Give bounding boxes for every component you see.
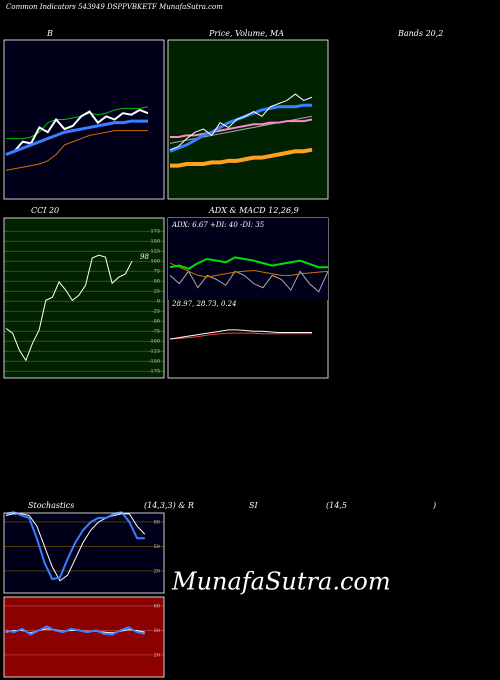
y-tick-label: 175 (150, 229, 160, 235)
series-line (169, 329, 312, 340)
y-tick-label: 50 (154, 279, 160, 285)
panel-label: Price, Volume, MA (208, 29, 284, 38)
y-tick-label: 0 (157, 299, 160, 305)
panel-label: SI (249, 501, 258, 510)
y-tick-label: 50 (154, 628, 160, 634)
y-tick-label: 20 (154, 568, 160, 574)
panel-label: Stochastics (28, 501, 74, 510)
y-tick-label: 75 (154, 269, 160, 275)
annotation: ADX: 6.67 +DI: 40 -DI: 35 (171, 221, 265, 229)
value-label: 98 (140, 253, 149, 261)
y-tick-label: -50 (152, 319, 160, 325)
panel-label: ) (432, 501, 436, 510)
series-line (5, 119, 148, 156)
y-tick-label: -75 (152, 329, 160, 335)
series-line (6, 106, 149, 140)
panel-bg (4, 40, 164, 199)
series-line (169, 93, 313, 151)
panel-bg (4, 597, 164, 677)
y-tick-label: -175 (149, 369, 160, 375)
panel-frame (3, 512, 165, 594)
y-tick-label: 125 (150, 249, 160, 255)
y-tick-label: -25 (152, 309, 160, 315)
series-line (5, 254, 133, 362)
series-line (169, 332, 312, 340)
panel-label: B (46, 29, 53, 38)
series-line (5, 511, 145, 581)
y-tick-label: -100 (149, 339, 160, 345)
series-line (5, 513, 146, 582)
series-line (170, 118, 313, 138)
series-line (170, 147, 313, 168)
panel-label: CCI 20 (31, 206, 59, 215)
panel-label: (14,3,3) & R (144, 501, 194, 510)
panel-bg (168, 40, 328, 199)
panel-frame (3, 217, 165, 379)
y-tick-label: 150 (150, 239, 160, 245)
y-tick-label: 80 (154, 603, 160, 609)
series-line (5, 108, 149, 156)
watermark: MunafaSutra.com (171, 568, 391, 596)
y-tick-label: -150 (149, 359, 160, 365)
panel-bg (4, 513, 164, 593)
page-title: Common Indicators 543949 DSPPVBKETF Muna… (6, 3, 223, 11)
series-line (5, 625, 145, 636)
panel-frame (167, 39, 329, 200)
panel-label: (14,5 (326, 501, 347, 510)
panel-frame (3, 596, 165, 678)
y-tick-label: -125 (149, 349, 160, 355)
annotation: 28.97, 28.73, 0.24 (171, 300, 237, 308)
y-tick-label: 100 (150, 259, 160, 265)
y-tick-label: 25 (154, 289, 160, 295)
y-tick-label: 20 (154, 652, 160, 658)
panel-label: ADX & MACD 12,26,9 (208, 206, 299, 215)
panel-label: Bands 20,2 (397, 29, 443, 38)
series-line (169, 256, 328, 270)
panel-frame (3, 39, 165, 200)
series-line (169, 262, 329, 278)
series-line (5, 130, 148, 171)
y-tick-label: 80 (154, 519, 160, 525)
y-tick-label: 50 (154, 544, 160, 550)
